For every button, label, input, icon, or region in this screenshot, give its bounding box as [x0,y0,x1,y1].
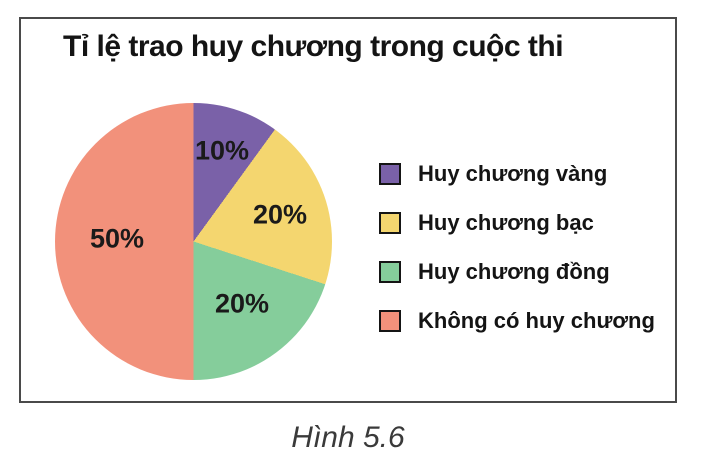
legend-label: Huy chương bạc [418,210,594,235]
slice-value-label: 10% [194,135,250,166]
legend-label: Huy chương đồng [418,259,610,284]
chart-title: Tỉ lệ trao huy chương trong cuộc thi [63,30,564,63]
legend-swatch-silver [379,212,401,234]
legend-swatch-no-medal [379,310,401,332]
slice-value-label: 20% [252,199,308,230]
legend-item-no-medal: Không có huy chương [379,308,655,333]
legend-label: Không có huy chương [418,308,655,333]
legend: Huy chương vàng Huy chương bạc Huy chươn… [379,161,655,359]
figure-caption: Hình 5.6 [291,421,405,454]
pie-chart: 10% 20% 20% 50% [55,103,332,380]
slice-value-label: 50% [89,223,145,254]
legend-item-gold: Huy chương vàng [379,161,655,186]
legend-swatch-gold [379,163,401,185]
slice-value-label: 20% [214,288,270,319]
figure-box: Tỉ lệ trao huy chương trong cuộc thi 10%… [19,17,677,403]
legend-swatch-bronze [379,261,401,283]
legend-label: Huy chương vàng [418,161,608,186]
legend-item-silver: Huy chương bạc [379,210,655,235]
legend-item-bronze: Huy chương đồng [379,259,655,284]
